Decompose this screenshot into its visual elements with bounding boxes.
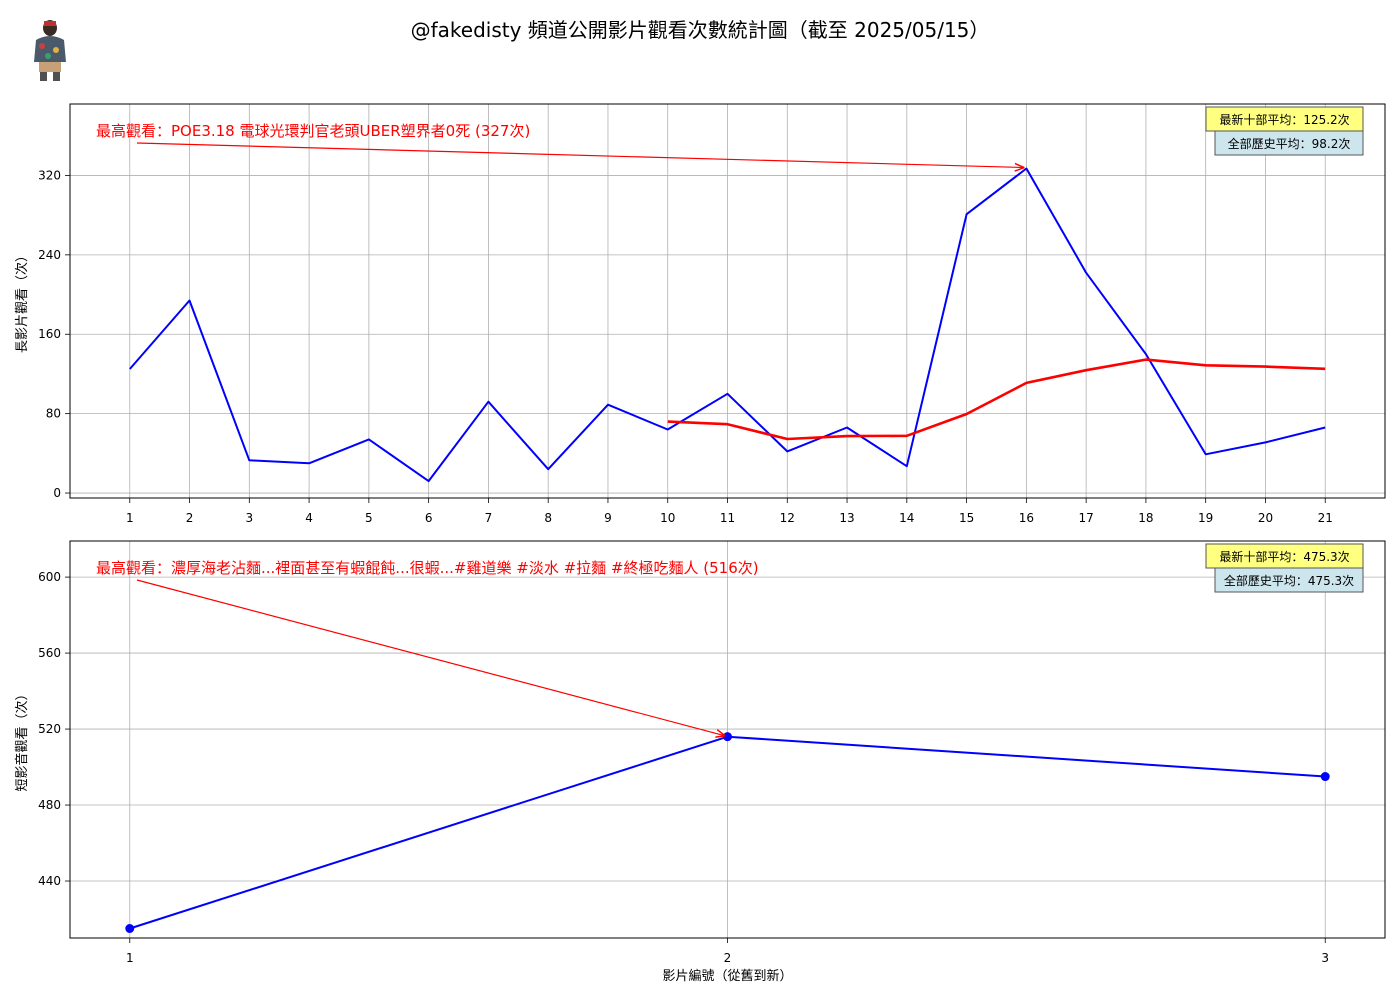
x-tick-label: 19 [1198, 511, 1213, 525]
max-views-annotation: 最高觀看：POE3.18 電球光環判官老頭UBER塑界者0死 (327次) [96, 122, 530, 140]
channel-avatar [34, 20, 66, 81]
x-tick-label: 5 [365, 511, 373, 525]
plot-frame [69, 103, 1386, 499]
x-tick-label: 10 [660, 511, 675, 525]
views-line [129, 167, 1326, 483]
max-views-annotation: 最高觀看：濃厚海老沾麵...裡面甚至有蝦餛飩...很蝦...#雞道樂 #淡水 #… [96, 559, 759, 577]
recent-average-box [1205, 106, 1364, 132]
data-point [125, 924, 135, 934]
y-tick-label: 440 [38, 874, 61, 888]
y-tick-label: 320 [38, 168, 61, 182]
y-tick-label: 240 [38, 248, 61, 262]
history-average-text: 全部歷史平均：475.3次 [1224, 573, 1354, 588]
y-tick-label: 480 [38, 798, 61, 812]
history-average-box [1214, 130, 1364, 156]
x-tick-label: 4 [305, 511, 313, 525]
moving-average-line [667, 358, 1326, 441]
recent-average-text: 最新十部平均：475.3次 [1219, 549, 1349, 564]
y-axis-label: 長影片觀看（次） [14, 249, 30, 353]
x-tick-label: 3 [1321, 951, 1329, 965]
y-tick-label: 560 [38, 646, 61, 660]
x-axis-label: 影片編號（從舊到新） [662, 968, 792, 984]
x-tick-label: 3 [245, 511, 253, 525]
x-tick-label: 20 [1258, 511, 1273, 525]
plot-frame [69, 540, 1386, 939]
history-average-text: 全部歷史平均：98.2次 [1228, 136, 1351, 151]
x-tick-label: 6 [425, 511, 433, 525]
x-tick-label: 1 [126, 951, 134, 965]
x-tick-label: 18 [1138, 511, 1153, 525]
x-tick-label: 1 [126, 511, 134, 525]
data-point [723, 732, 732, 742]
y-tick-label: 520 [38, 722, 61, 736]
x-tick-label: 2 [724, 951, 732, 965]
x-tick-label: 15 [959, 511, 974, 525]
x-tick-label: 13 [839, 511, 854, 525]
recent-average-text: 最新十部平均：125.2次 [1219, 112, 1349, 127]
y-tick-label: 80 [46, 407, 61, 421]
x-tick-label: 14 [899, 511, 914, 525]
recent-average-box [1205, 543, 1364, 569]
y-tick-label: 600 [38, 570, 61, 584]
annotation-arrow [136, 142, 1023, 168]
history-average-box [1214, 567, 1364, 593]
y-tick-label: 160 [38, 327, 61, 341]
x-tick-label: 8 [544, 511, 552, 525]
x-tick-label: 2 [186, 511, 194, 525]
chart-title: @fakedisty 頻道公開影片觀看次數統計圖（截至 2025/05/15） [410, 18, 990, 42]
x-tick-label: 16 [1019, 511, 1034, 525]
y-tick-label: 0 [53, 486, 61, 500]
x-tick-label: 17 [1078, 511, 1093, 525]
data-point [1320, 772, 1330, 782]
x-tick-label: 7 [485, 511, 493, 525]
x-tick-label: 11 [720, 511, 735, 525]
x-tick-label: 21 [1318, 511, 1333, 525]
x-tick-label: 9 [604, 511, 612, 525]
annotation-arrow [136, 579, 725, 736]
x-tick-label: 12 [780, 511, 795, 525]
y-axis-label: 短影音觀看（次） [14, 687, 30, 791]
